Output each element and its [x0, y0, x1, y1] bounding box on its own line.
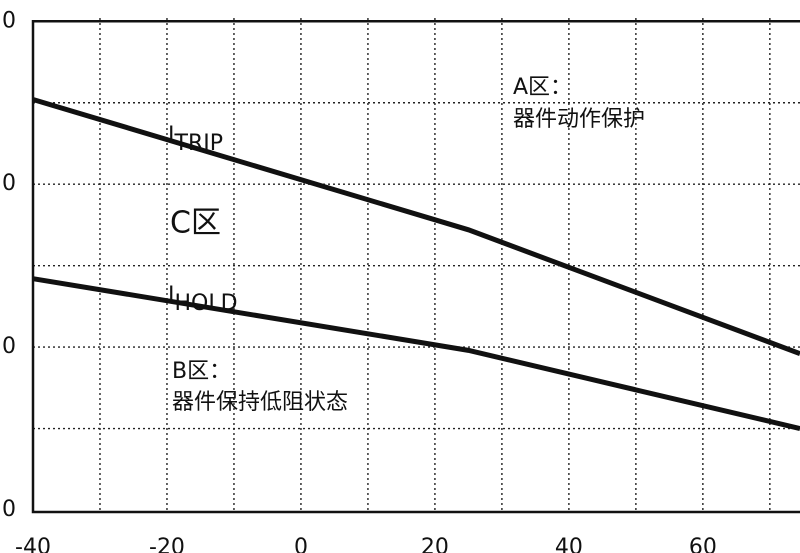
annotation: IHOLD — [168, 283, 238, 316]
x-tick-label: 40 — [555, 535, 583, 553]
series-line — [32, 97, 800, 356]
y-tick-label: 0 — [2, 171, 16, 196]
annotation: C区 — [170, 206, 221, 241]
annotation: 器件动作保护 — [513, 107, 645, 132]
x-tick-label: 20 — [421, 535, 449, 553]
annotation: A区： — [513, 75, 572, 100]
y-tick-label: 0 — [2, 8, 16, 33]
x-tick-label: 60 — [689, 535, 717, 553]
annotation: 器件保持低阻状态 — [172, 390, 348, 415]
y-tick-label: 0 — [2, 497, 16, 522]
lines — [32, 97, 800, 431]
annotation: B区： — [172, 359, 231, 384]
grid — [31, 18, 800, 514]
frame — [31, 20, 800, 514]
x-tick-label: -20 — [149, 535, 185, 553]
annotation-sub: HOLD — [175, 291, 238, 316]
annotation-sub: TRIP — [174, 131, 223, 156]
annotation: ITRIP — [168, 123, 223, 156]
annotation: I — [168, 123, 175, 148]
series-line — [32, 276, 800, 431]
annotation: I — [168, 283, 175, 308]
x-tick-label: 0 — [294, 535, 308, 553]
y-tick-label: 0 — [2, 334, 16, 359]
x-tick-label: -40 — [15, 535, 51, 553]
